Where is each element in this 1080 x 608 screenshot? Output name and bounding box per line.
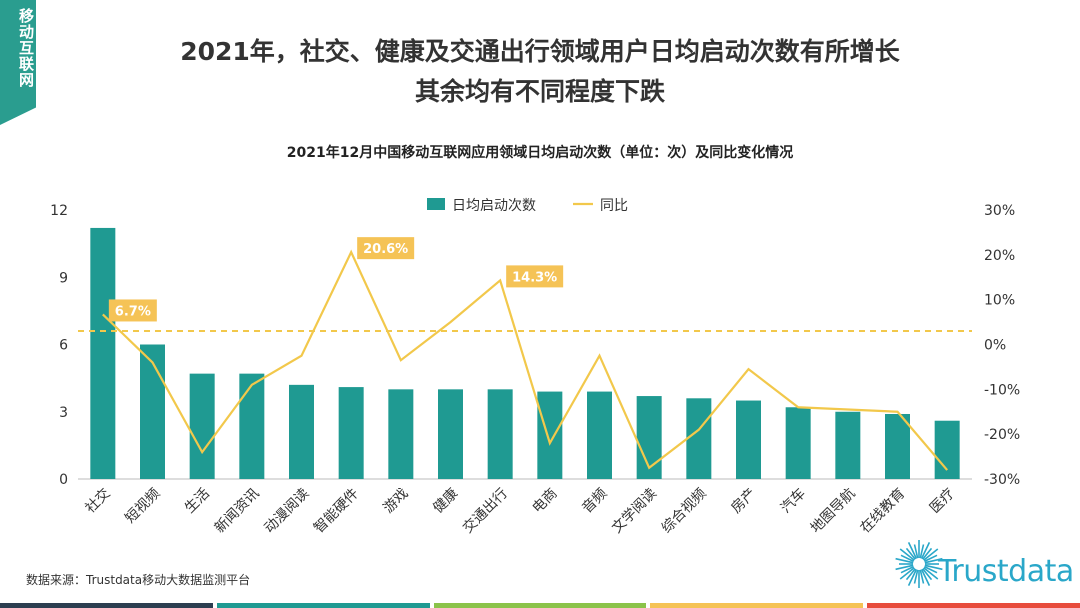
x-tick-label: 健康 <box>430 485 462 517</box>
logo-ray <box>907 569 918 586</box>
logo-ray <box>922 547 933 560</box>
yoy-series-line <box>102 249 949 471</box>
y-left-tick-label: 0 <box>59 472 68 488</box>
logo-ray <box>907 542 918 559</box>
y-left-tick-label: 9 <box>59 270 68 286</box>
section-side-tag-text: 移动互联网 <box>17 8 35 88</box>
data-label: 20.6% <box>363 242 408 257</box>
data-label-box <box>357 237 415 260</box>
section-side-tag <box>0 0 36 125</box>
logo-ray <box>924 557 943 564</box>
logo-ray <box>920 569 931 586</box>
logo-ray <box>899 548 915 561</box>
y-right-tick-label: 0% <box>984 338 1006 354</box>
bottom-color-strip <box>0 603 1080 608</box>
bar <box>487 389 513 479</box>
logo-ray <box>923 548 939 561</box>
logo-ray <box>919 569 925 584</box>
strip-segment <box>433 603 647 608</box>
bar <box>785 407 811 479</box>
y-right-tick-label: 10% <box>984 293 1015 309</box>
bar <box>438 389 463 479</box>
y-right-tick-label: -20% <box>984 427 1020 443</box>
x-tick-label: 电商 <box>530 486 561 517</box>
logo-ray <box>895 564 914 571</box>
logo-ray <box>913 569 919 584</box>
trustdata-logo-text: Trustdata <box>938 554 1074 589</box>
bar <box>587 391 612 479</box>
data-label-box <box>108 299 157 322</box>
y-right-tick-label: -10% <box>984 382 1020 398</box>
headline-line-1: 2021年，社交、健康及交通出行领域用户日均启动次数有所增长 <box>180 37 900 66</box>
x-tick-label: 医疗 <box>927 486 958 517</box>
logo-ray <box>924 565 938 574</box>
logo-ray <box>899 567 915 580</box>
data-source-note: 数据来源：Trustdata移动大数据监测平台 <box>26 573 251 587</box>
logo-ray <box>913 544 919 559</box>
x-tick-label: 地图导航 <box>808 486 859 537</box>
y-left-tick-label: 6 <box>59 338 68 354</box>
x-tick-label: 在线教育 <box>857 486 908 537</box>
bar <box>537 391 563 479</box>
x-tick-label: 综合视频 <box>659 486 710 537</box>
y-right-tick-label: -30% <box>984 472 1020 488</box>
trustdata-logo-icon <box>895 540 943 588</box>
x-tick-label: 汽车 <box>777 485 809 517</box>
x-tick-label: 智能硬件 <box>311 486 362 537</box>
bar <box>835 411 861 479</box>
data-label: 14.3% <box>512 270 557 285</box>
bar <box>189 373 215 479</box>
bar <box>388 389 414 479</box>
logo-ray <box>922 568 933 581</box>
y-right-tick-label: 20% <box>984 248 1015 264</box>
x-tick-label: 音频 <box>579 485 611 517</box>
bar <box>338 387 364 479</box>
logo-ray <box>905 547 916 560</box>
y-right-tick-label: 30% <box>984 203 1015 219</box>
data-label-box <box>506 265 564 288</box>
bar <box>934 420 960 479</box>
legend-bar-swatch <box>427 198 445 210</box>
y-left-tick-label: 3 <box>59 405 68 421</box>
y-left-tick-label: 12 <box>50 203 68 219</box>
x-tick-label: 生活 <box>182 486 213 517</box>
logo-ray <box>924 554 938 563</box>
x-tick-label: 社交 <box>82 485 114 517</box>
x-tick-label: 文学阅读 <box>608 485 660 537</box>
bar <box>239 373 265 479</box>
bar <box>90 227 116 479</box>
strip-segment <box>867 603 1080 608</box>
logo-ray <box>895 557 914 564</box>
bar <box>140 344 165 479</box>
chart-title: 2021年12月中国移动互联网应用领域日均启动次数（单位：次）及同比变化情况 <box>286 145 794 161</box>
strip-segment <box>216 603 430 608</box>
logo-ray <box>923 567 939 580</box>
logo-ray <box>900 565 914 574</box>
bar <box>736 400 761 479</box>
strip-segment <box>650 603 864 608</box>
logo-ray <box>920 542 931 559</box>
headline-line-2: 其余均有不同程度下跌 <box>414 77 665 106</box>
logo-ray <box>924 564 943 571</box>
bar <box>885 413 910 479</box>
bar <box>289 384 314 479</box>
logo-ray <box>919 544 925 559</box>
x-tick-label: 短视频 <box>122 486 163 527</box>
legend-bar-label: 日均启动次数 <box>452 198 536 214</box>
logo-ray <box>905 568 916 581</box>
x-tick-label: 房产 <box>728 486 759 517</box>
x-tick-label: 动漫阅读 <box>261 485 313 537</box>
data-label: 6.7% <box>115 304 151 319</box>
legend-line-label: 同比 <box>600 198 628 214</box>
x-tick-label: 游戏 <box>381 486 412 517</box>
x-tick-label: 交通出行 <box>459 485 511 537</box>
logo-ray <box>900 554 914 563</box>
strip-segment <box>0 603 213 608</box>
bar <box>686 398 712 479</box>
x-tick-label: 新闻资讯 <box>212 486 263 537</box>
